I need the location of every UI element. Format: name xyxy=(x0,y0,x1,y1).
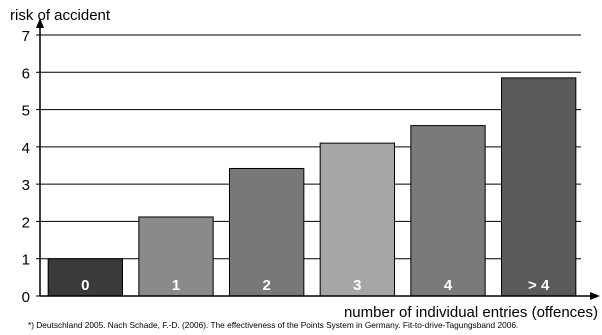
x-axis-arrow xyxy=(590,292,600,300)
y-axis-label: risk of accident xyxy=(10,7,111,24)
y-tick-label: 7 xyxy=(22,28,30,45)
category-label: 1 xyxy=(172,277,180,294)
y-tick-label: 5 xyxy=(22,103,30,120)
bar xyxy=(410,125,486,297)
y-tick-label: 4 xyxy=(22,140,30,157)
y-tick-label: 2 xyxy=(22,214,30,231)
bar xyxy=(500,77,577,297)
bar xyxy=(228,167,305,297)
axes xyxy=(36,18,600,300)
category-label: > 4 xyxy=(528,277,550,294)
y-tick-label: 6 xyxy=(22,65,30,82)
category-label: 3 xyxy=(353,277,361,294)
bar xyxy=(138,216,214,297)
category-label: 4 xyxy=(444,277,453,294)
bar xyxy=(47,258,124,297)
bar-chart: 0 1 2 3 4 > 4 0 1 2 3 4 5 6 7 risk of accident numbe… xyxy=(10,7,600,320)
bars: 0 1 2 3 4 > 4 xyxy=(47,77,577,297)
y-tick-label: 0 xyxy=(22,289,30,306)
y-tick-label: 3 xyxy=(22,177,30,194)
y-tick-labels: 0 1 2 3 4 5 6 7 xyxy=(22,28,30,306)
category-label: 2 xyxy=(262,277,270,294)
y-axis-arrow xyxy=(36,18,44,28)
y-tick-label: 1 xyxy=(22,252,30,269)
footnote: *) Deutschland 2005. Nach Schade, F.-D. … xyxy=(28,320,519,330)
category-label: 0 xyxy=(81,277,89,294)
x-axis-label: number of individual entries (offences) xyxy=(344,304,598,320)
gridlines xyxy=(36,34,581,297)
bar xyxy=(319,142,396,297)
